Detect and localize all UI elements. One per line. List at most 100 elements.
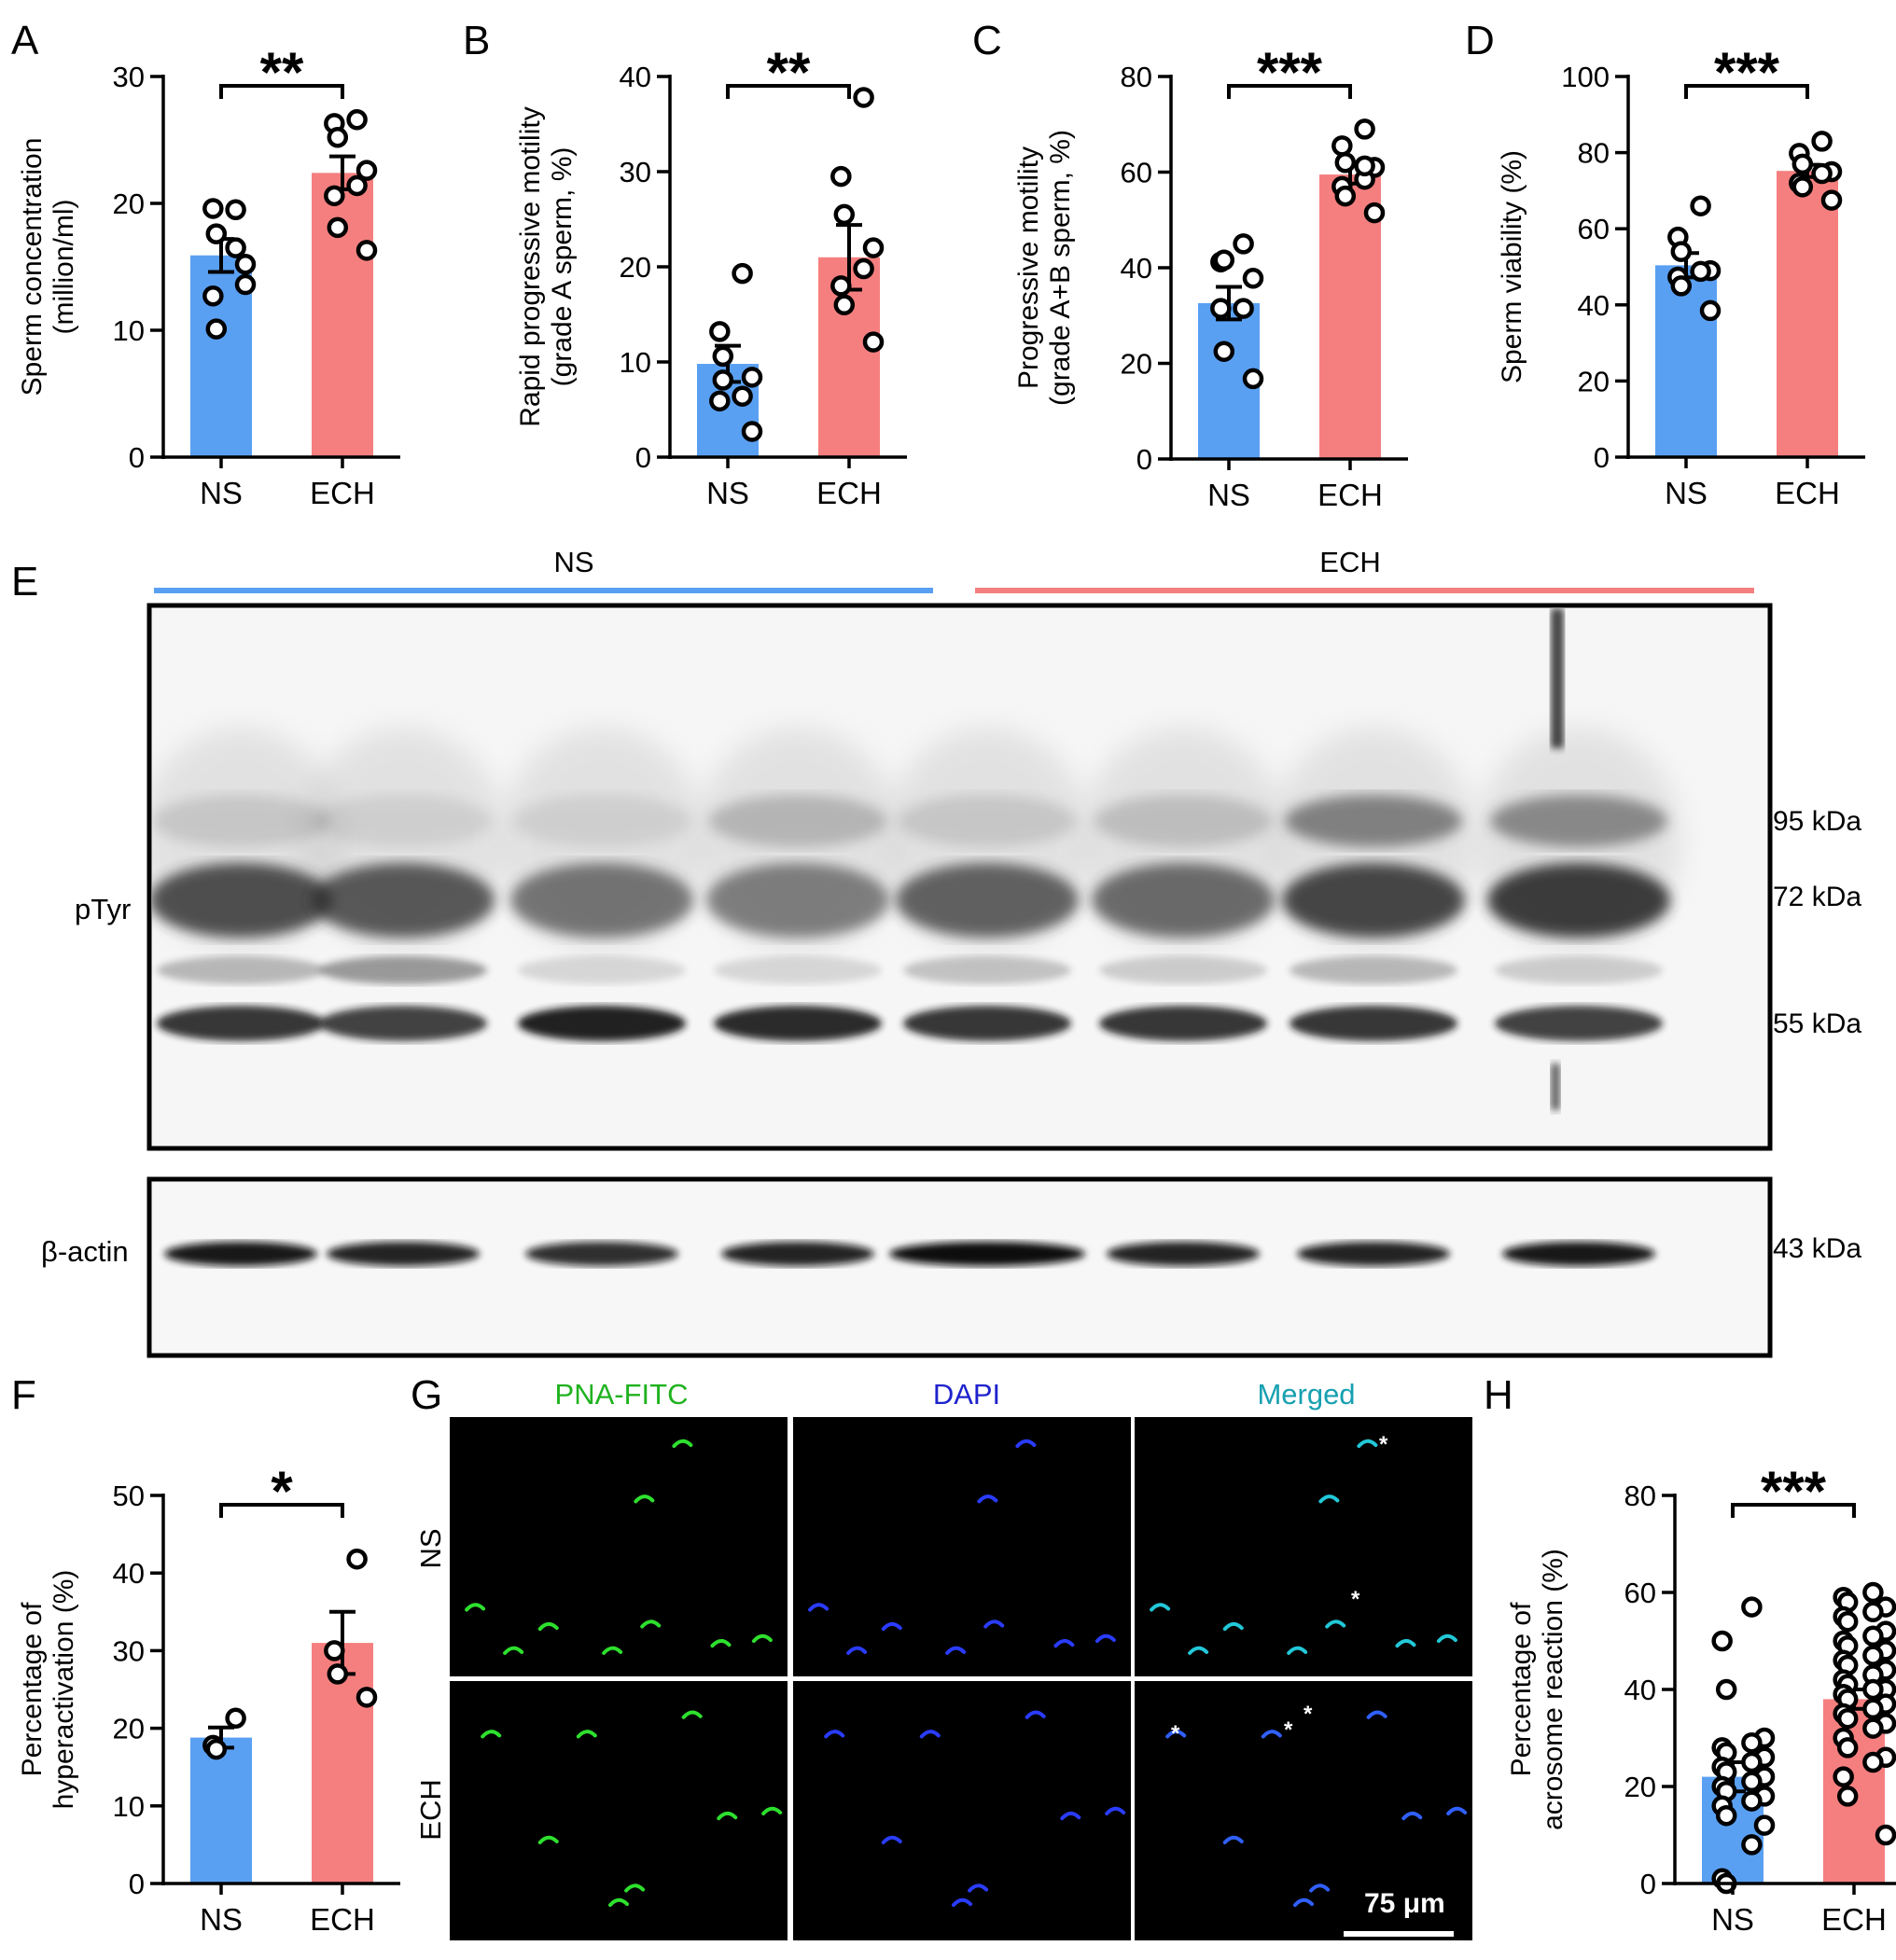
x-tick-label: ECH (816, 476, 882, 510)
y-tick-label: 20 (1624, 1771, 1656, 1803)
x-tick-label: NS (1665, 476, 1708, 510)
sperm-head (717, 1811, 738, 1821)
y-tick-label: 20 (1578, 365, 1610, 397)
band-95kda (1490, 795, 1667, 847)
column-label-merged: Merged (1257, 1378, 1355, 1411)
y-tick-label: 40 (113, 1557, 145, 1590)
acrosome-marker: * (1284, 1717, 1293, 1743)
sperm-head (1318, 1494, 1340, 1504)
data-point (1791, 176, 1814, 198)
sperm-head (1446, 1806, 1468, 1815)
data-point (1875, 1824, 1896, 1846)
x-tick-label: ECH (1775, 476, 1840, 510)
data-point (1741, 1596, 1763, 1618)
row-label-ns: NS (414, 1528, 447, 1568)
band-55kda (714, 1006, 882, 1041)
row-label-ech: ECH (414, 1779, 447, 1840)
data-point (225, 237, 246, 258)
chart-B: 0 10 20 30 40 NS ECH Rapid progressive motility… (515, 41, 907, 510)
sperm-head (1053, 1638, 1075, 1648)
significance-stars: ** (260, 41, 304, 104)
sperm-head (681, 1710, 703, 1719)
band-95kda (314, 795, 492, 847)
sperm-head (503, 1646, 524, 1655)
y-tick-label: 0 (1640, 1868, 1656, 1900)
sperm-head (481, 1730, 502, 1739)
y-tick-label: 60 (1578, 213, 1610, 245)
band-55kda (1099, 1006, 1267, 1041)
data-point (1690, 195, 1711, 216)
y-axis-label: (million/ml) (49, 200, 79, 335)
panel-label-c: C (972, 18, 1002, 63)
band-43kda (1502, 1242, 1655, 1266)
micrograph-grid: PNA-FITC DAPI Merged NS ECH * * * * * 75 μm (414, 1378, 1472, 1940)
sperm-head (1366, 1710, 1387, 1719)
band-55kda (518, 1006, 686, 1041)
y-tick-label: 50 (113, 1480, 145, 1512)
micrograph-tiles: * * * * * (450, 1417, 1472, 1940)
panel-label-d: D (1465, 18, 1495, 63)
data-point (1836, 1610, 1859, 1633)
band-72kda (510, 863, 693, 938)
y-tick-label: 0 (635, 441, 651, 474)
micrograph-tile (450, 1681, 788, 1940)
sperm-head (1015, 1439, 1037, 1449)
data-point (712, 369, 734, 391)
chart-F: 0 10 20 30 40 50 NS ECH Percentage of hyperactiva… (17, 1460, 400, 1937)
data-point (1811, 131, 1833, 152)
data-point (1741, 1790, 1763, 1812)
x-tick-label: ECH (1821, 1902, 1887, 1937)
sperm-head (537, 1835, 559, 1844)
significance-stars: * (271, 1460, 293, 1522)
y-axis-label: Percentage of (1506, 1602, 1537, 1776)
band-55kda (157, 1006, 325, 1041)
panel-label-g: G (411, 1372, 442, 1418)
marker-43-kda: 43 kDa (1773, 1233, 1861, 1264)
data-point (205, 318, 228, 340)
band-55kda (903, 1006, 1071, 1041)
sperm-head (624, 1884, 646, 1893)
band-62kda (319, 956, 487, 984)
y-tick-label: 60 (1121, 157, 1152, 189)
data-point (732, 385, 753, 407)
data-point (1715, 1804, 1737, 1827)
bar-ns (1655, 265, 1717, 457)
sperm-head (1060, 1811, 1081, 1821)
sperm-head (968, 1884, 989, 1893)
band-43kda (889, 1242, 1085, 1266)
y-tick-label: 80 (1624, 1480, 1656, 1512)
y-tick-label: 30 (620, 156, 651, 188)
sperm-head (761, 1806, 783, 1815)
data-point (356, 240, 378, 261)
ptyr-bands (152, 608, 1681, 1110)
data-point (327, 127, 349, 148)
data-point (830, 165, 852, 188)
y-axis-label: Percentage of (17, 1602, 48, 1776)
band-72kda (1092, 863, 1275, 938)
data-point (1862, 1601, 1884, 1623)
y-tick-label: 40 (1578, 289, 1610, 322)
data-point (741, 421, 763, 442)
y-tick-label: 0 (129, 1868, 145, 1900)
y-tick-label: 0 (1594, 441, 1610, 474)
data-point (853, 257, 874, 280)
data-point (1363, 202, 1386, 224)
micrograph-tile (1135, 1681, 1472, 1940)
chart-D: 0 20 40 60 80 100 NS ECH Sperm viability (%) *** (1497, 41, 1865, 510)
y-axis-label: (grade A sperm, %) (547, 147, 578, 387)
chart-A: 0 10 20 30 NS ECH Sperm concentration (million/… (17, 41, 400, 510)
micrograph-tile (1135, 1417, 1472, 1676)
data-point (1711, 1630, 1733, 1652)
data-point (327, 216, 349, 239)
band-72kda (1487, 863, 1670, 938)
significance-stars: *** (1714, 41, 1780, 104)
data-point (1715, 1678, 1737, 1701)
y-tick-label: 40 (1121, 252, 1152, 285)
data-point (1791, 153, 1814, 175)
band-72kda (896, 863, 1079, 938)
band-95kda (709, 795, 886, 847)
sperm-head (1293, 1897, 1314, 1908)
data-point (346, 1548, 368, 1570)
panel-label-b: B (463, 18, 490, 63)
data-point (1862, 1625, 1884, 1647)
